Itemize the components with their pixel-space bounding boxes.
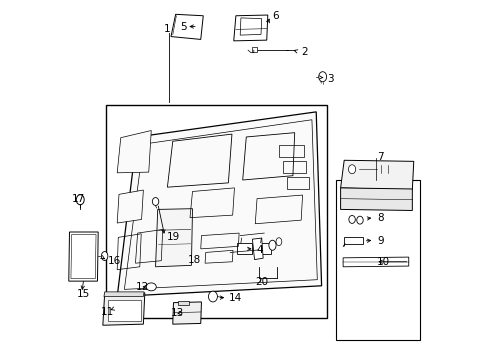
Text: 7: 7	[376, 152, 383, 162]
Text: 4: 4	[255, 244, 262, 255]
Text: 18: 18	[187, 255, 201, 265]
Polygon shape	[251, 47, 257, 52]
Bar	[149, 194, 210, 271]
Ellipse shape	[76, 195, 84, 205]
Text: 12: 12	[136, 282, 149, 292]
Text: 1: 1	[163, 24, 170, 35]
Polygon shape	[256, 243, 271, 253]
Ellipse shape	[101, 252, 108, 261]
Ellipse shape	[146, 283, 156, 291]
Text: 6: 6	[272, 11, 279, 21]
Ellipse shape	[208, 291, 217, 302]
Bar	[106, 105, 326, 318]
Polygon shape	[171, 14, 203, 40]
Polygon shape	[108, 300, 140, 320]
Polygon shape	[252, 238, 263, 260]
Text: 5: 5	[180, 22, 186, 32]
Polygon shape	[233, 15, 267, 41]
Ellipse shape	[276, 238, 281, 246]
Polygon shape	[104, 292, 144, 297]
Polygon shape	[117, 112, 321, 297]
Polygon shape	[340, 160, 413, 190]
Bar	[335, 180, 419, 339]
Polygon shape	[69, 232, 98, 281]
Text: 15: 15	[77, 289, 90, 299]
Polygon shape	[344, 237, 362, 244]
Text: 13: 13	[171, 309, 184, 318]
Text: 20: 20	[255, 277, 268, 287]
Polygon shape	[117, 190, 143, 223]
Polygon shape	[172, 302, 201, 324]
Text: 3: 3	[326, 73, 333, 84]
Polygon shape	[102, 293, 144, 325]
Polygon shape	[178, 301, 188, 305]
Ellipse shape	[356, 216, 363, 224]
Text: 16: 16	[108, 256, 121, 266]
Text: 11: 11	[101, 307, 114, 317]
Text: 9: 9	[376, 236, 383, 246]
Ellipse shape	[348, 216, 355, 224]
Polygon shape	[155, 209, 192, 267]
Polygon shape	[343, 257, 408, 267]
Text: 10: 10	[376, 257, 389, 267]
Text: 8: 8	[376, 213, 383, 223]
Polygon shape	[236, 243, 251, 253]
Text: 14: 14	[228, 293, 242, 303]
Ellipse shape	[348, 165, 355, 174]
Text: 19: 19	[166, 232, 179, 242]
Ellipse shape	[318, 72, 326, 82]
Polygon shape	[117, 131, 151, 173]
Text: 2: 2	[301, 46, 307, 57]
Polygon shape	[340, 188, 411, 211]
Text: 17: 17	[72, 194, 85, 204]
Polygon shape	[240, 18, 261, 35]
Ellipse shape	[268, 240, 276, 250]
Ellipse shape	[152, 198, 159, 206]
